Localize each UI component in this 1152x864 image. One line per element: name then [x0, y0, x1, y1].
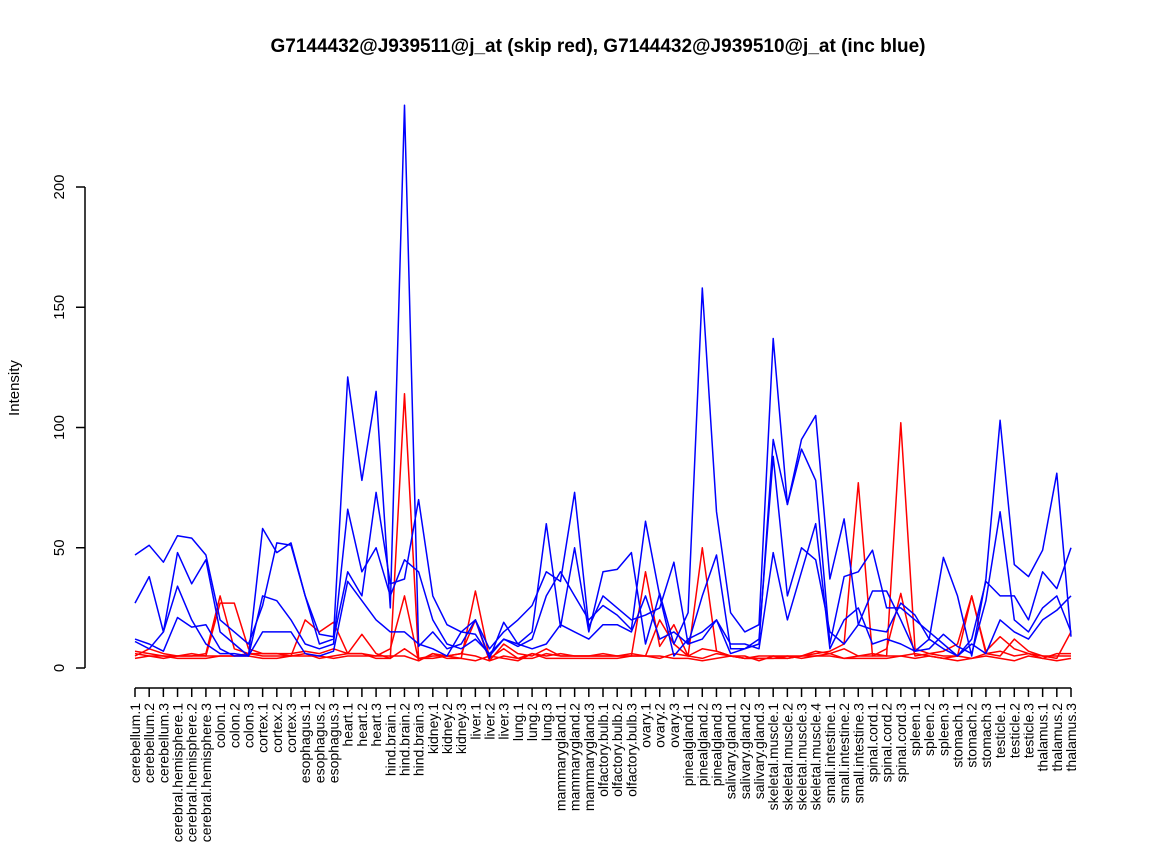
x-tick-label: stomach.1: [950, 703, 966, 768]
x-tick-label: cerebral.hemisphere.2: [184, 703, 200, 843]
x-tick-label: skeletal.muscle.1: [765, 703, 781, 811]
x-tick-label: salivary.gland.3: [751, 703, 767, 799]
chart-title: G7144432@J939511@j_at (skip red), G71444…: [270, 36, 925, 57]
x-tick-label: thalamus.3: [1063, 703, 1079, 772]
x-tick-label: heart.1: [340, 703, 356, 747]
x-tick-label: lung.3: [538, 703, 554, 741]
x-tick-label: spinal.cord.3: [893, 703, 909, 783]
x-tick-label: liver.2: [482, 703, 498, 740]
x-tick-label: spleen.3: [935, 703, 951, 756]
x-tick-label: esophagus.2: [311, 703, 327, 783]
x-tick-label: liver.3: [496, 703, 512, 740]
x-tick-label: testicle.2: [1006, 703, 1022, 758]
x-tick-label: lung.2: [524, 703, 540, 741]
x-tick-label: thalamus.1: [1035, 703, 1051, 772]
x-tick-label: small.intestine.3: [850, 703, 866, 804]
x-tick-label: liver.1: [467, 703, 483, 740]
x-tick-label: small.intestine.2: [836, 703, 852, 804]
series-line-8: [134, 522, 1072, 657]
x-tick-label: ovary.2: [652, 703, 668, 748]
x-tick-label: esophagus.1: [297, 703, 313, 783]
x-tick-label: kidney.3: [453, 703, 469, 754]
x-tick-label: cortex.3: [283, 703, 299, 753]
x-tick-label: spinal.cord.2: [879, 703, 895, 783]
x-tick-label: cerebral.hemisphere.1: [170, 703, 186, 843]
x-tick-label: pinealgland.1: [680, 703, 696, 787]
series-line-5: [134, 104, 1072, 660]
series-line-4: [134, 648, 1071, 662]
x-tick-label: heart.2: [354, 703, 370, 747]
x-tick-label: colon.2: [226, 703, 242, 748]
x-tick-label: cerebellum.2: [141, 703, 157, 783]
x-tick-label: ovary.1: [638, 703, 654, 748]
x-tick-label: salivary.gland.1: [723, 703, 739, 799]
x-tick-label: pinealgland.2: [694, 703, 710, 787]
x-tick-label: hind.brain.2: [396, 703, 412, 776]
x-axis: cerebellum.1cerebellum.2cerebellum.3cere…: [127, 687, 1079, 843]
y-tick-label: 50: [51, 539, 68, 556]
x-tick-label: heart.3: [368, 703, 384, 747]
x-tick-label: stomach.3: [978, 703, 994, 768]
x-tick-label: spleen.1: [907, 703, 923, 756]
x-tick-label: salivary.gland.2: [737, 703, 753, 799]
x-tick-label: cortex.1: [255, 703, 271, 753]
x-tick-label: thalamus.2: [1049, 703, 1065, 772]
x-tick-label: cerebral.hemisphere.3: [198, 703, 214, 843]
x-tick-label: colon.1: [212, 703, 228, 748]
y-axis: 0 50 100 150 200: [51, 174, 86, 672]
y-axis-label: Intensity: [6, 360, 23, 416]
x-tick-label: testicle.3: [1020, 703, 1036, 758]
series-layer: [134, 104, 1072, 662]
x-tick-label: pinealgland.3: [708, 703, 724, 787]
x-tick-label: hind.brain.1: [382, 703, 398, 776]
y-tick-label: 0: [51, 664, 68, 672]
x-tick-label: skeletal.muscle.4: [808, 703, 824, 811]
x-tick-label: cerebellum.1: [127, 703, 143, 783]
x-tick-label: cerebellum.3: [155, 703, 171, 783]
x-tick-label: cortex.2: [269, 703, 285, 753]
x-tick-label: mammarygland.3: [581, 703, 597, 811]
series-line-1: [134, 393, 1072, 660]
x-tick-label: esophagus.3: [326, 703, 342, 783]
x-tick-label: ovary.3: [666, 703, 682, 748]
y-tick-label: 200: [51, 174, 68, 199]
x-tick-label: mammarygland.2: [567, 703, 583, 811]
series-line-7: [134, 455, 1072, 657]
x-tick-label: mammarygland.1: [552, 703, 568, 811]
x-tick-label: olfactory.bulb.3: [623, 703, 639, 797]
y-tick-label: 100: [51, 415, 68, 440]
x-tick-label: small.intestine.1: [822, 703, 838, 804]
x-tick-label: hind.brain.3: [411, 703, 427, 776]
x-tick-label: spleen.2: [921, 703, 937, 756]
x-tick-label: spinal.cord.1: [864, 703, 880, 783]
x-tick-label: testicle.1: [992, 703, 1008, 758]
series-line-3: [134, 652, 1072, 662]
x-tick-label: lung.1: [510, 703, 526, 741]
x-tick-label: olfactory.bulb.2: [609, 703, 625, 797]
x-tick-label: colon.3: [240, 703, 256, 748]
x-tick-label: skeletal.muscle.3: [794, 703, 810, 811]
x-tick-label: kidney.1: [425, 703, 441, 754]
x-tick-label: olfactory.bulb.1: [595, 703, 611, 797]
x-tick-label: kidney.2: [439, 703, 455, 754]
y-tick-label: 150: [51, 295, 68, 320]
x-tick-label: stomach.2: [964, 703, 980, 768]
x-tick-label: skeletal.muscle.2: [779, 703, 795, 811]
series-line-6: [134, 438, 1072, 657]
